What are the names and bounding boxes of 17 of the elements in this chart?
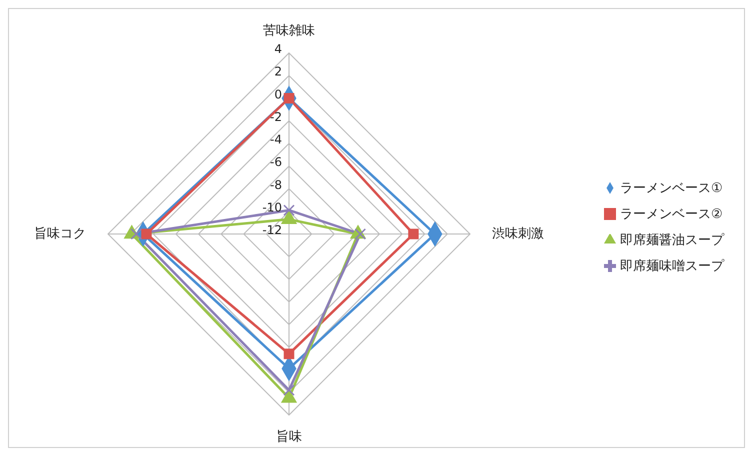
spoke-label: 苦味雑味 <box>263 24 315 38</box>
spoke-label: 渋味刺激 <box>492 226 544 242</box>
y-tick-label: -10 <box>262 200 282 214</box>
legend-label: 即席麺味噌スープ <box>620 259 724 274</box>
y-tick-label: -8 <box>270 178 282 192</box>
y-tick-label: 2 <box>274 64 282 79</box>
legend-label: 即席麺醤油スープ <box>620 233 724 248</box>
spoke-label: 旨味コク <box>34 226 86 242</box>
legend-label: ラーメンベース① <box>620 181 723 196</box>
y-tick-label: -4 <box>270 132 282 146</box>
y-tick-label: 0 <box>274 87 282 102</box>
y-tick-label: -6 <box>270 155 282 170</box>
y-tick-label: 4 <box>274 42 282 56</box>
y-tick-label: -2 <box>270 110 282 124</box>
y-tick-label: -12 <box>262 223 282 237</box>
legend-label: ラーメンベース② <box>620 207 723 222</box>
spoke-label: 旨味 <box>276 430 302 444</box>
